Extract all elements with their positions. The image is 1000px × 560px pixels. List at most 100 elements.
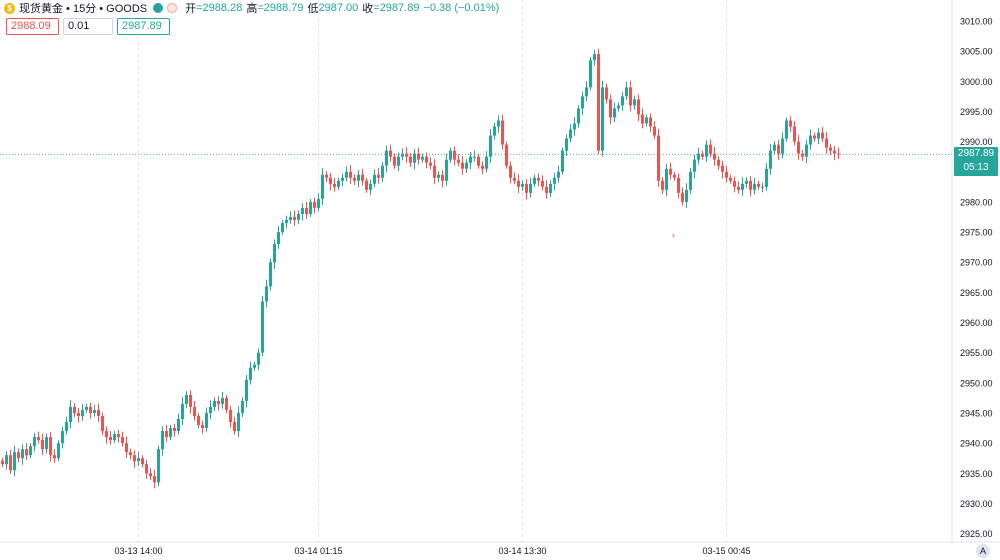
symbol-title[interactable]: 现货黄金 • 15分 • GOODS	[19, 3, 148, 15]
buy-price-button[interactable]: 2987.89	[117, 18, 170, 35]
auto-scale-button[interactable]: A	[976, 544, 990, 558]
candle-body	[649, 117, 652, 127]
price-tick-label: 2995.00	[960, 107, 993, 117]
candle-body	[57, 443, 60, 459]
low-label: 低	[307, 3, 319, 15]
candle-body	[637, 99, 640, 115]
candle-body	[225, 397, 228, 410]
candles	[1, 48, 840, 489]
candle-body	[117, 434, 120, 438]
candle-body	[357, 174, 360, 181]
candle-body	[89, 406, 92, 413]
candle-body	[549, 183, 552, 193]
candle-body	[309, 201, 312, 214]
candle-body	[185, 394, 188, 404]
candle-body	[701, 153, 704, 157]
candle-body	[761, 186, 764, 188]
candle-body	[773, 144, 776, 151]
candle-body	[721, 165, 724, 172]
candle-body	[93, 409, 96, 413]
candle-body	[289, 216, 292, 220]
candle-body	[625, 87, 628, 97]
candle-body	[789, 120, 792, 127]
price-tick-label: 2990.00	[960, 137, 993, 147]
candle-body	[601, 87, 604, 151]
candle-body	[581, 96, 584, 109]
candle-body	[77, 412, 80, 416]
candle-body	[129, 452, 132, 456]
time-tick-label: 03-14 13:30	[498, 546, 546, 556]
price-tick-label: 3000.00	[960, 77, 993, 87]
candle-body	[237, 412, 240, 432]
candle-body	[453, 150, 456, 160]
candle-body	[653, 126, 656, 136]
candle-body	[353, 177, 356, 181]
candle-body	[733, 180, 736, 187]
low-value: 2987.00	[318, 2, 359, 14]
price-tick-label: 2970.00	[960, 258, 993, 268]
candle-body	[281, 223, 284, 233]
last-price-label: 2987.89 05:13	[954, 147, 998, 176]
candle-body	[277, 232, 280, 245]
market-open-icon[interactable]	[153, 3, 164, 13]
candle-body	[141, 458, 144, 465]
candle-body	[313, 201, 316, 208]
data-delay-icon[interactable]	[167, 3, 178, 13]
candle-body	[461, 162, 464, 169]
candle-body	[521, 183, 524, 187]
candle-body	[413, 153, 416, 163]
candle-body	[809, 135, 812, 145]
candle-body	[81, 409, 84, 416]
candle-body	[61, 431, 64, 444]
candle-body	[45, 437, 48, 450]
candle-body	[505, 144, 508, 166]
candle-body	[17, 452, 20, 459]
candle-body	[821, 132, 824, 139]
candle-body	[113, 434, 116, 441]
candle-body	[325, 174, 328, 178]
candle-body	[481, 165, 484, 169]
candle-body	[657, 135, 660, 181]
candle-body	[345, 171, 348, 178]
candle-body	[41, 440, 44, 450]
chart-marker: ⇞	[671, 233, 676, 240]
candle-body	[97, 409, 100, 416]
candle-body	[397, 156, 400, 166]
candle-body	[837, 153, 840, 155]
candle-body	[333, 183, 336, 187]
time-tick-label: 03-15 00:45	[702, 546, 750, 556]
candle-body	[705, 144, 708, 157]
last-price-value: 2987.89	[957, 148, 995, 159]
candle-body	[681, 192, 684, 202]
candle-body	[669, 168, 672, 175]
high-label: 高	[246, 3, 258, 15]
candle-body	[209, 406, 212, 413]
candle-body	[485, 156, 488, 169]
time-axis: 03-13 14:00 03-14 01:15 03-14 13:30 03-15 0…	[0, 541, 1000, 556]
candle-body	[593, 54, 596, 61]
candle-body	[173, 428, 176, 432]
candle-body	[157, 449, 160, 483]
spread-value: 0.01	[63, 18, 113, 35]
candle-body	[69, 406, 72, 422]
candle-body	[553, 177, 556, 184]
candle-body	[729, 177, 732, 181]
candle-body	[133, 455, 136, 462]
candle-body	[121, 437, 124, 444]
price-tick-label: 2930.00	[960, 499, 993, 509]
candle-body	[273, 244, 276, 263]
candle-body	[193, 406, 196, 416]
sell-price-button[interactable]: 2988.09	[6, 18, 59, 35]
candle-body	[269, 262, 272, 287]
candle-body	[201, 425, 204, 429]
candle-body	[501, 120, 504, 145]
candle-body	[265, 286, 268, 302]
high-value: =2988.79	[257, 2, 304, 14]
candle-body	[709, 144, 712, 154]
candle-body	[765, 168, 768, 187]
candle-body	[493, 126, 496, 136]
candle-body	[373, 174, 376, 184]
candle-body	[197, 415, 200, 426]
candle-body	[645, 117, 648, 124]
